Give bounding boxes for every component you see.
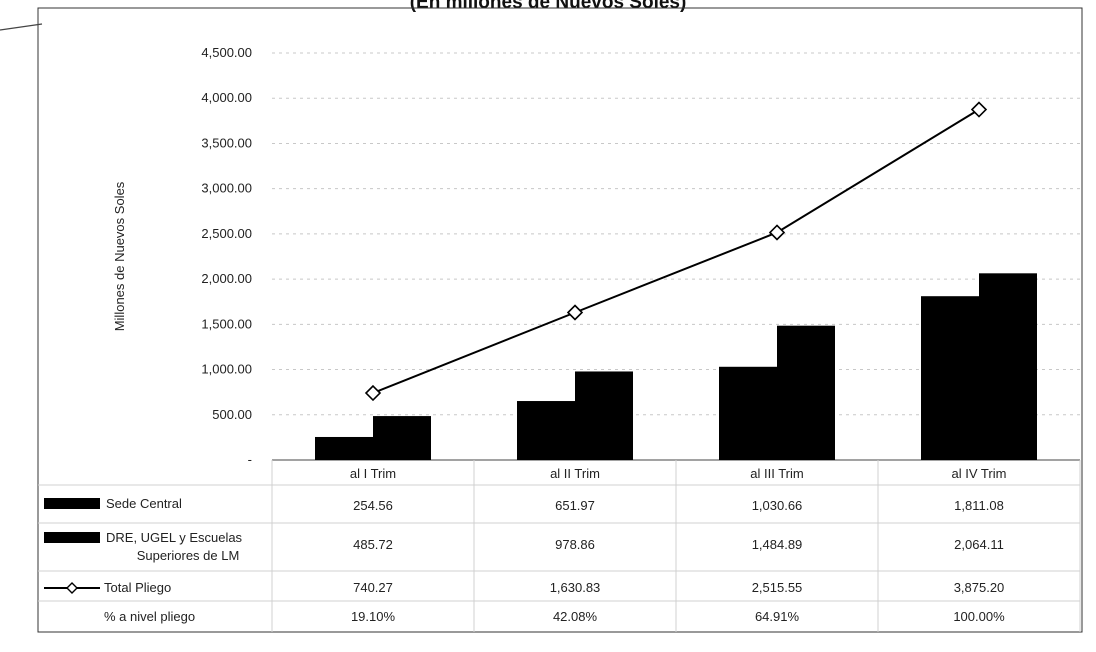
table-cell: 64.91% (755, 609, 800, 624)
bar-dre-ugel (373, 416, 431, 460)
table-cell: 100.00% (953, 609, 1005, 624)
legend-label-sede-central: Sede Central (106, 496, 182, 511)
table-cell: 651.97 (555, 498, 595, 513)
table-cell: 3,875.20 (954, 580, 1005, 595)
frame-edge-mark (0, 23, 43, 31)
bar-dre-ugel (575, 371, 633, 460)
y-tick-label: 1,500.00 (201, 316, 252, 331)
table-cell: 1,484.89 (752, 537, 803, 552)
y-tick-label: 1,000.00 (201, 362, 252, 377)
y-tick-label: 4,500.00 (201, 45, 252, 60)
bar-sede-central (315, 436, 373, 460)
table-cell: 740.27 (353, 580, 393, 595)
legend-label-dre-ugel-line1: DRE, UGEL y Escuelas (106, 530, 243, 545)
marker-total-pliego (566, 304, 584, 321)
bar-sede-central (921, 296, 979, 460)
x-tick-label: al II Trim (550, 466, 600, 481)
table-cell: 485.72 (353, 537, 393, 552)
x-tick-label: al IV Trim (952, 466, 1007, 481)
line-total-pliego (372, 108, 980, 394)
y-tick-label: 3,500.00 (201, 135, 252, 150)
y-axis-label: Millones de Nuevos Soles (112, 181, 127, 331)
x-tick-label: al I Trim (350, 466, 396, 481)
y-tick-label: 2,000.00 (201, 271, 252, 286)
chart-frame (37, 7, 1083, 633)
legend-marker-total-pliego (66, 582, 78, 594)
x-tick-label: al III Trim (750, 466, 803, 481)
bar-dre-ugel (777, 325, 835, 460)
bar-sede-central (719, 366, 777, 460)
table-cell: 254.56 (353, 498, 393, 513)
y-tick-label: - (248, 452, 252, 467)
y-tick-label: 500.00 (212, 407, 252, 422)
row-label-porcentaje: % a nivel pliego (104, 609, 195, 624)
table-cell: 2,064.11 (954, 537, 1004, 552)
table-cell: 1,811.08 (954, 498, 1004, 513)
marker-total-pliego (768, 224, 786, 241)
legend-label-dre-ugel-line2: Superiores de LM (137, 548, 240, 563)
legend-swatch-sede-central (44, 498, 100, 509)
y-tick-label: 2,500.00 (201, 226, 252, 241)
table-cell: 42.08% (553, 609, 598, 624)
table-cell: 1,630.83 (550, 580, 601, 595)
y-tick-label: 3,000.00 (201, 181, 252, 196)
table-cell: 1,030.66 (752, 498, 803, 513)
table-cell: 2,515.55 (752, 580, 803, 595)
legend-label-total-pliego: Total Pliego (104, 580, 171, 595)
chart-title: (En millones de Nuevos Soles) (410, 0, 687, 13)
legend-swatch-dre-ugel (44, 532, 100, 543)
bar-sede-central (517, 401, 575, 460)
bar-dre-ugel (979, 273, 1037, 460)
marker-total-pliego (970, 101, 988, 118)
table-cell: 978.86 (555, 537, 595, 552)
marker-total-pliego (364, 384, 382, 402)
table-cell: 19.10% (351, 609, 396, 624)
y-tick-label: 4,000.00 (201, 90, 252, 105)
